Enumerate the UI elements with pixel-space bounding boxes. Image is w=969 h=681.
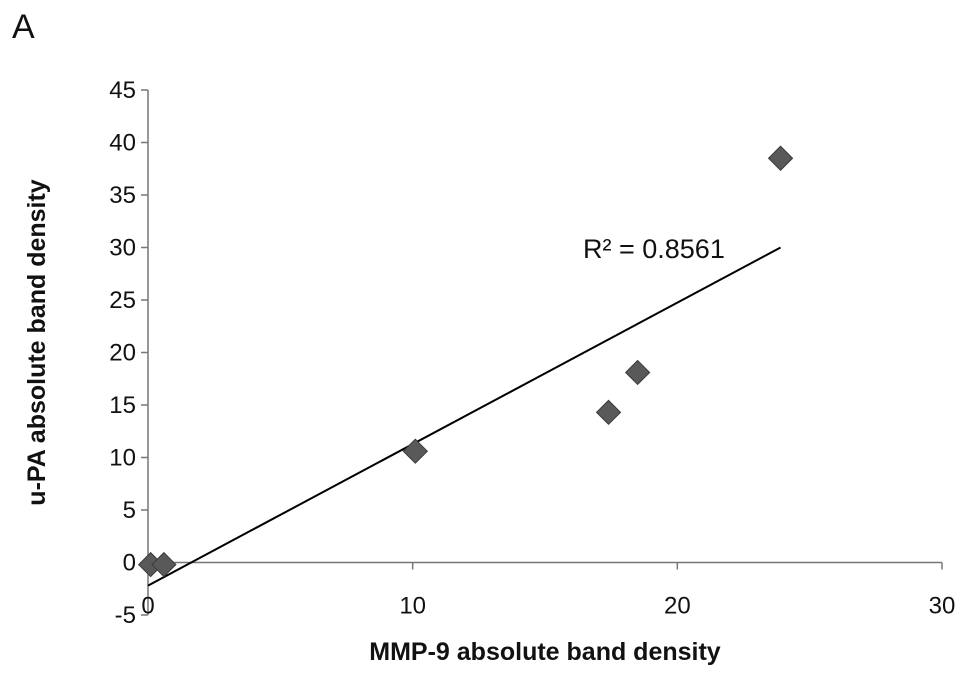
y-tick-label: -5 <box>115 602 136 629</box>
y-tick-label: 35 <box>109 182 136 209</box>
x-axis-title: MMP-9 absolute band density <box>369 638 721 666</box>
y-tick-label: 15 <box>109 392 136 419</box>
y-tick-labels: -5 0 5 10 15 20 25 30 35 40 45 <box>109 77 136 629</box>
y-axis-title: u-PA absolute band density <box>23 179 51 506</box>
data-point <box>402 438 429 464</box>
y-tick-label: 20 <box>109 340 136 367</box>
data-point <box>624 359 651 386</box>
data-point <box>595 399 622 426</box>
y-tick-label: 45 <box>109 77 136 104</box>
panel-label: A <box>12 8 35 46</box>
x-tick-label: 10 <box>399 593 426 620</box>
x-tick-label: 30 <box>929 593 956 620</box>
x-tick-labels: 0 10 20 30 <box>141 593 955 620</box>
y-tick-label: 40 <box>109 130 136 157</box>
y-tick-label: 30 <box>109 235 136 262</box>
y-tick-label: 25 <box>109 287 136 314</box>
x-tick-label: 20 <box>664 593 691 620</box>
data-points <box>137 145 794 578</box>
y-tick-label: 10 <box>109 445 136 472</box>
data-point <box>767 145 794 171</box>
y-tick-label: 0 <box>123 550 136 577</box>
data-point <box>151 551 177 578</box>
chart-axes <box>141 89 943 616</box>
x-tick-label: 0 <box>141 593 154 620</box>
y-tick-label: 5 <box>123 497 136 524</box>
trendline <box>147 246 782 587</box>
r-squared-label: R² = 0.8561 <box>583 234 725 264</box>
